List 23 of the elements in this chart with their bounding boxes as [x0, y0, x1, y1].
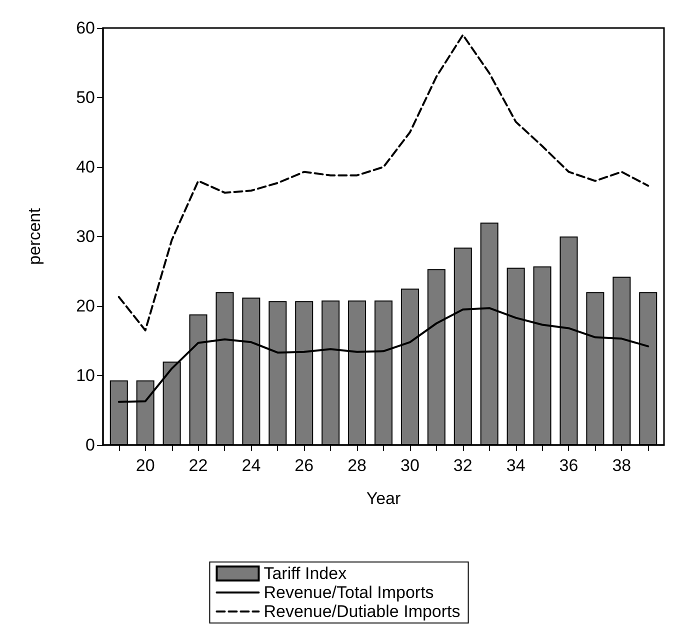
legend-label: Revenue/Dutiable Imports [264, 602, 460, 621]
x-axis-title: Year [366, 489, 402, 508]
x-tick-label: 36 [559, 456, 578, 475]
x-tick-label: 22 [188, 456, 208, 475]
y-axis-title: percent [25, 208, 44, 265]
legend-label: Tariff Index [264, 564, 348, 583]
legend-label: Revenue/Total Imports [264, 583, 434, 602]
x-tick-label: 24 [242, 456, 261, 475]
x-tick-label: 38 [612, 456, 632, 475]
y-tick-label: 40 [76, 158, 95, 176]
x-tick-label: 34 [506, 456, 526, 475]
x-tick-label: 28 [348, 456, 366, 475]
x-tick-label: 32 [453, 456, 472, 475]
y-tick-label: 30 [76, 227, 95, 246]
line-series [118, 34, 650, 332]
y-tick-label: 0 [86, 436, 95, 454]
y-tick-label: 20 [76, 296, 95, 316]
x-tick-label: 20 [136, 456, 155, 475]
y-tick-label: 60 [76, 18, 95, 38]
y-tick-label: 50 [76, 88, 95, 107]
x-tick-label: 26 [294, 456, 314, 475]
y-tick-label: 10 [76, 366, 95, 385]
x-tick-label: 30 [400, 456, 420, 475]
